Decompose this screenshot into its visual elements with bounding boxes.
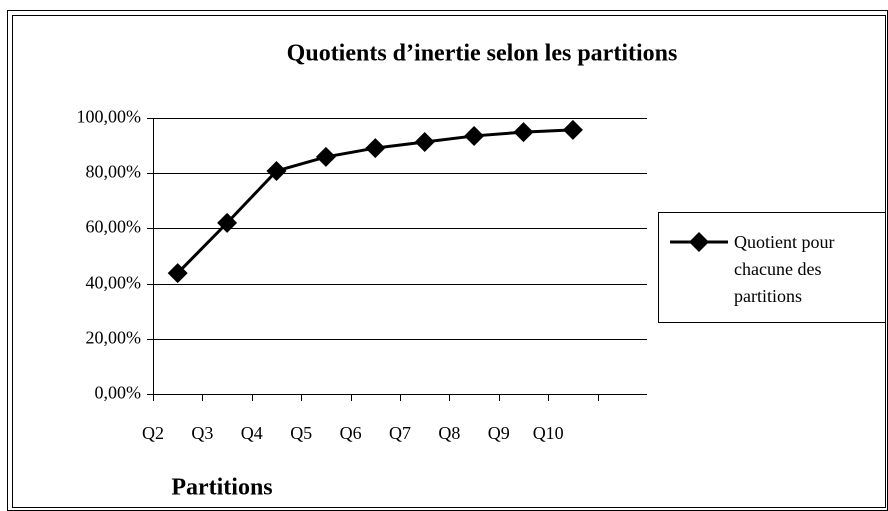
y-tick-label: 80,00% [86,162,142,182]
x-axis-label: Partitions [171,475,272,501]
x-tick-label: Q3 [191,423,213,443]
x-tick-label: Q2 [142,423,164,443]
legend-label: Quotient pour chacune des partitions [734,232,835,306]
marker [167,263,188,284]
y-tick-label: 60,00% [86,217,142,237]
marker [315,146,336,167]
x-tick-label: Q8 [438,423,460,443]
x-tick-label: Q6 [340,423,362,443]
y-tick-label: 20,00% [86,328,142,348]
x-tick-label: Q9 [488,423,510,443]
marker [464,125,485,146]
x-tick-label: Q4 [241,423,263,443]
legend-marker [689,232,709,252]
x-tick-label: Q7 [389,423,411,443]
chart-title: Quotients d’inertie selon les partitions [287,41,678,67]
x-tick-label: Q5 [290,423,312,443]
x-tick-label: Q10 [533,423,564,443]
y-tick-label: 100,00% [77,107,142,127]
marker [266,160,287,181]
marker [414,132,435,153]
marker [562,119,583,140]
marker [217,212,238,233]
y-tick-label: 40,00% [86,273,142,293]
marker [365,138,386,159]
legend-box [658,212,886,323]
y-tick-label: 0,00% [95,383,142,403]
marker [513,122,534,143]
